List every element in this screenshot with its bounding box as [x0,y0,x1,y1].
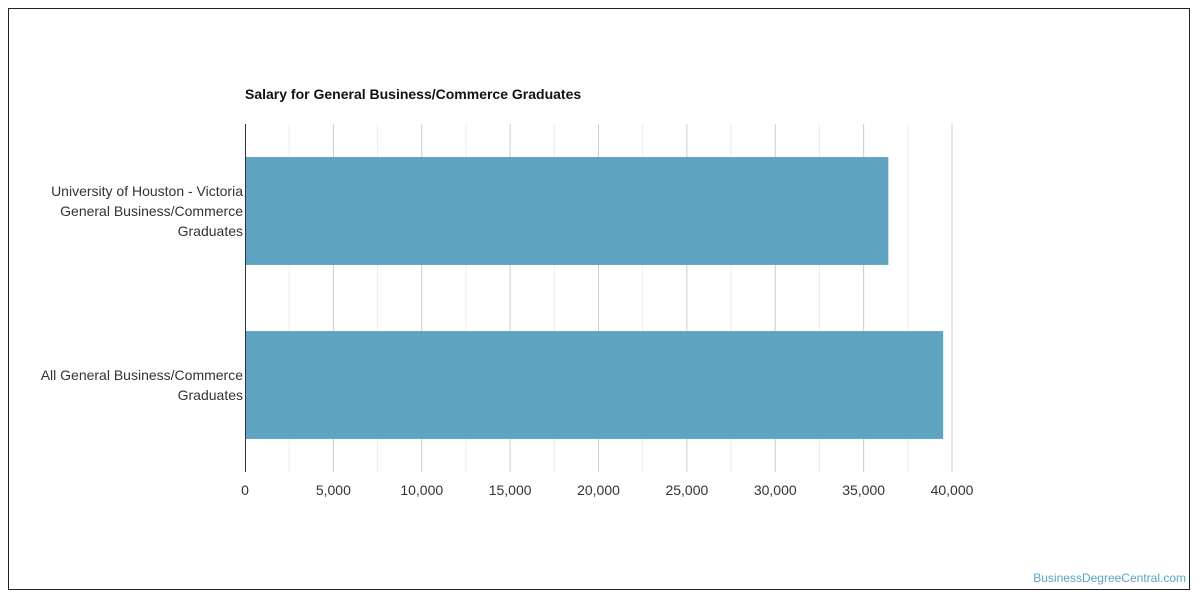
x-tick-label: 35,000 [842,482,885,498]
x-tick-label: 5,000 [316,482,351,498]
watermark[interactable]: BusinessDegreeCentral.com [1033,571,1186,585]
category-label: All General Business/Commerce Graduates [40,367,243,403]
x-tick-label: 0 [241,482,249,498]
x-tick-label: 20,000 [577,482,620,498]
bar [245,157,889,265]
category-label: University of Houston - Victoria General… [51,183,243,239]
x-tick-label: 40,000 [931,482,974,498]
x-tick-label: 25,000 [665,482,708,498]
x-tick-label: 30,000 [754,482,797,498]
bar [245,331,944,439]
chart-title: Salary for General Business/Commerce Gra… [245,86,582,102]
x-tick-label: 10,000 [400,482,443,498]
x-tick-label: 15,000 [489,482,532,498]
